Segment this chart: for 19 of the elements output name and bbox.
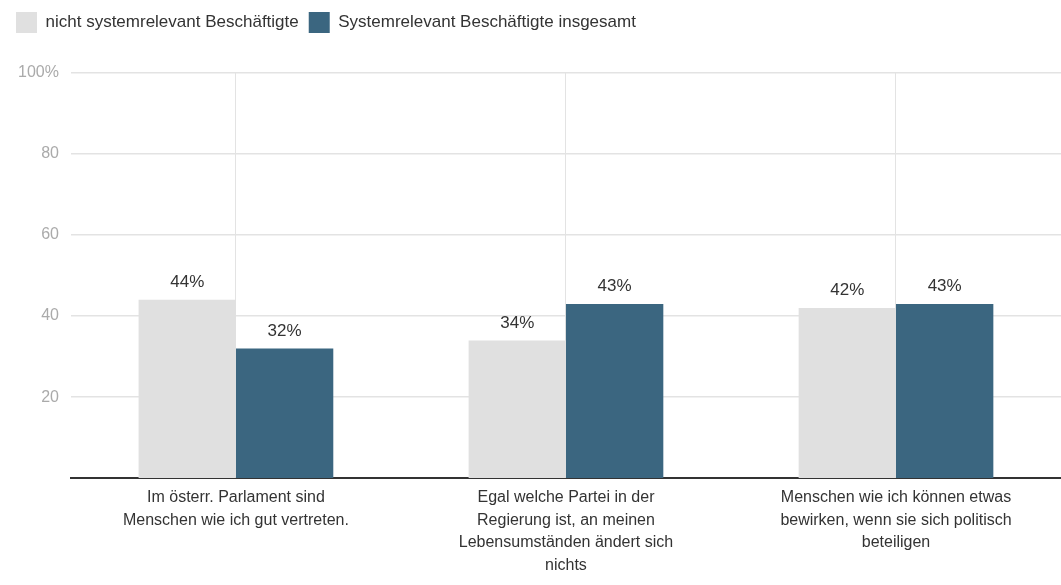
- x-tick-label: Egal welche Partei in der Regierung ist, an meinen Lebensumständen ändert sich nichts: [458, 487, 674, 574]
- y-tick-label: 20: [41, 387, 60, 405]
- y-tick-label: 60: [41, 225, 60, 243]
- data-label: 32%: [267, 320, 302, 340]
- bar: [235, 348, 334, 479]
- y-tick-label: 80: [41, 144, 60, 162]
- legend-label: nicht systemrelevant Beschäftigte: [45, 12, 299, 32]
- data-label: 42%: [830, 280, 865, 300]
- bar: [895, 303, 994, 479]
- x-tick-label: Im österr. Parlament sind Menschen wie ich gut vertreten.: [122, 487, 349, 528]
- data-label: 44%: [170, 272, 205, 292]
- y-tick-label: 100%: [18, 63, 59, 81]
- y-tick-label: 40: [41, 306, 60, 324]
- bar: [565, 303, 664, 479]
- legend-label: Systemrelevant Beschäftigte insgesamt: [338, 12, 637, 32]
- x-tick-label: Menschen wie ich können etwas bewirken, wenn sie sich politisch beteiligen: [780, 487, 1012, 551]
- data-label: 43%: [597, 276, 632, 296]
- data-label: 34%: [500, 312, 535, 332]
- data-label: 43%: [927, 276, 962, 296]
